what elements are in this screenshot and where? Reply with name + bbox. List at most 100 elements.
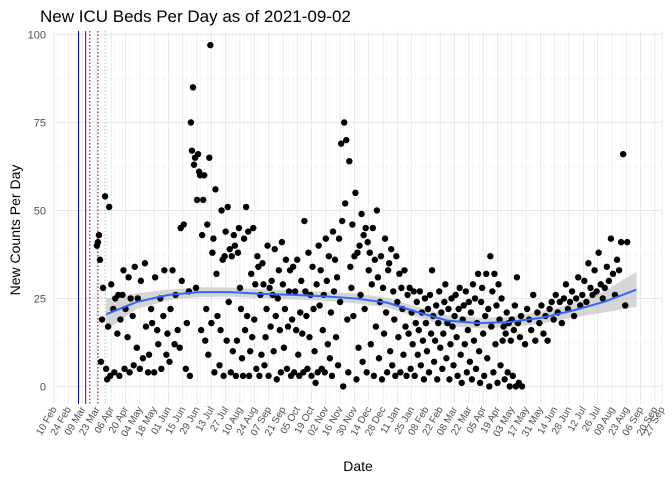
data-point xyxy=(111,369,118,376)
data-point xyxy=(246,348,254,355)
data-point xyxy=(485,305,492,313)
data-point xyxy=(273,376,280,383)
data-point xyxy=(415,326,422,334)
data-point xyxy=(297,309,304,316)
data-point xyxy=(510,326,518,334)
data-point xyxy=(237,305,245,313)
data-point xyxy=(129,312,136,320)
data-point xyxy=(617,238,625,246)
data-point xyxy=(389,362,396,369)
data-point xyxy=(256,372,263,380)
data-point xyxy=(261,362,268,369)
data-point xyxy=(231,242,239,249)
data-point xyxy=(310,305,317,313)
data-point xyxy=(134,295,141,302)
data-point xyxy=(599,295,606,302)
data-point xyxy=(94,238,102,246)
data-point xyxy=(517,312,525,320)
data-point xyxy=(442,281,449,288)
data-point xyxy=(470,337,478,344)
data-point xyxy=(379,284,387,292)
data-point xyxy=(316,302,323,309)
data-point xyxy=(410,288,417,295)
data-point xyxy=(450,362,457,369)
data-point xyxy=(204,221,211,228)
data-point xyxy=(440,330,447,337)
data-point xyxy=(407,365,414,373)
data-point xyxy=(120,267,127,274)
data-point xyxy=(207,41,214,49)
data-point xyxy=(312,379,319,387)
data-point xyxy=(95,231,103,239)
data-point xyxy=(432,302,440,309)
data-point xyxy=(538,302,545,309)
data-point xyxy=(183,319,191,327)
data-point xyxy=(155,340,162,348)
data-point xyxy=(528,326,535,334)
data-point xyxy=(581,277,588,285)
data-point xyxy=(507,337,514,344)
data-point xyxy=(161,267,168,274)
data-point xyxy=(373,207,381,214)
data-point xyxy=(248,270,255,278)
data-point xyxy=(319,326,326,334)
data-point xyxy=(116,372,123,380)
data-point xyxy=(137,277,145,285)
data-point xyxy=(160,312,167,320)
data-point xyxy=(284,323,292,330)
data-point xyxy=(302,288,309,295)
data-point xyxy=(377,253,385,260)
data-point xyxy=(96,256,104,263)
data-point xyxy=(178,277,185,285)
y-tick-label: 50 xyxy=(34,205,46,217)
data-point xyxy=(221,253,228,260)
data-point xyxy=(404,291,411,299)
data-point xyxy=(240,235,248,242)
data-point xyxy=(209,249,216,256)
data-point xyxy=(222,228,229,235)
data-point xyxy=(102,365,110,373)
data-point xyxy=(544,337,551,344)
data-point xyxy=(488,323,495,330)
data-point xyxy=(108,281,115,288)
data-point xyxy=(518,383,526,390)
data-point xyxy=(458,379,465,387)
data-point xyxy=(396,270,403,278)
data-point xyxy=(455,305,462,313)
data-point xyxy=(613,256,621,263)
data-point xyxy=(424,305,432,313)
data-point xyxy=(562,281,570,288)
data-point xyxy=(534,309,541,316)
data-point xyxy=(315,242,322,249)
data-point xyxy=(587,284,594,292)
data-point xyxy=(425,369,433,376)
data-point xyxy=(164,330,171,337)
data-point xyxy=(384,267,392,274)
data-point xyxy=(243,312,251,320)
data-point xyxy=(272,312,279,320)
data-point xyxy=(283,365,291,373)
data-point xyxy=(294,256,301,263)
data-point xyxy=(130,362,137,369)
data-point xyxy=(213,270,220,278)
data-point xyxy=(463,369,471,376)
data-point xyxy=(383,369,391,376)
data-point xyxy=(188,147,196,154)
data-point xyxy=(136,365,144,373)
data-point xyxy=(217,326,224,334)
data-point xyxy=(426,291,434,299)
data-point xyxy=(334,362,342,369)
data-point xyxy=(467,309,475,316)
data-point xyxy=(558,319,566,327)
data-point xyxy=(125,274,132,281)
data-point xyxy=(280,344,288,351)
data-point xyxy=(322,235,330,242)
data-point xyxy=(419,337,427,344)
data-point xyxy=(99,284,107,292)
data-point xyxy=(495,281,502,288)
data-point xyxy=(409,340,416,348)
data-point xyxy=(308,372,315,380)
data-point xyxy=(464,326,472,334)
data-point xyxy=(225,298,232,306)
data-point xyxy=(364,238,371,246)
